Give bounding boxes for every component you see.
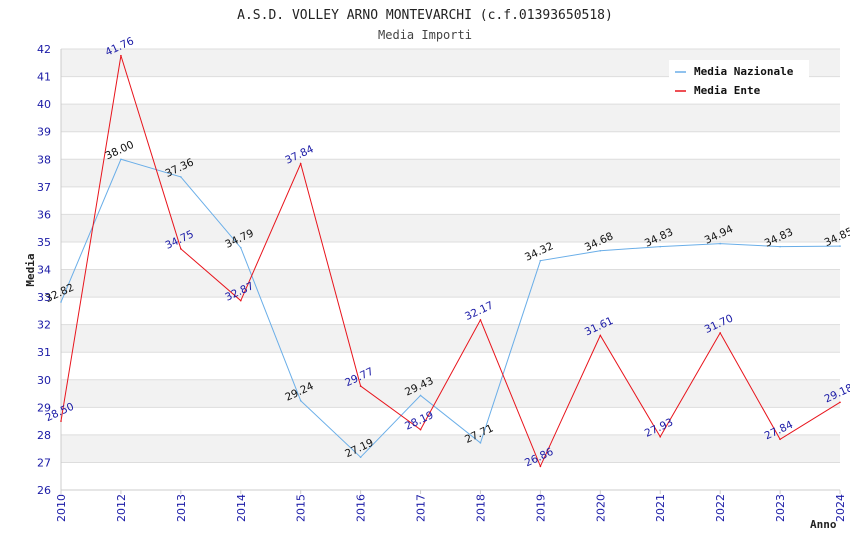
- data-point-media-nazionale: [239, 246, 242, 249]
- y-tick-label: 26: [37, 484, 51, 497]
- data-point-media-ente: [120, 54, 122, 57]
- data-point-media-ente: [359, 385, 362, 387]
- y-tick-label: 32: [37, 319, 51, 332]
- band: [61, 269, 840, 298]
- data-point-media-ente: [419, 428, 422, 431]
- x-tick-label: 2022: [714, 494, 727, 522]
- band: [61, 434, 840, 463]
- data-point-media-ente: [299, 162, 302, 165]
- data-point-media-ente: [659, 436, 662, 438]
- data-point-media-nazionale: [839, 245, 841, 247]
- data-point-media-ente: [239, 299, 242, 302]
- data-point-media-ente: [719, 332, 721, 334]
- x-tick-label: 2016: [355, 494, 368, 522]
- data-point-media-nazionale: [719, 242, 721, 245]
- y-tick-label: 40: [37, 98, 51, 111]
- y-axis-label: Media: [24, 253, 37, 286]
- data-label-media-nazionale: 32.82: [44, 282, 76, 306]
- x-tick-label: 2012: [115, 494, 128, 522]
- data-point-media-ente: [180, 248, 182, 250]
- background-bands: [61, 49, 840, 463]
- data-point-media-ente: [539, 465, 542, 468]
- y-tick-label: 31: [37, 346, 51, 359]
- data-point-media-nazionale: [779, 245, 781, 248]
- y-tick-label: 39: [37, 126, 51, 139]
- x-tick-label: 2020: [594, 494, 607, 522]
- y-tick-label: 42: [37, 43, 51, 56]
- axes: [60, 49, 840, 491]
- data-point-media-nazionale: [539, 259, 542, 262]
- x-tick-label: 2017: [415, 494, 428, 522]
- x-axis-ticks: 2010 2012 2013 2014 2015 2016 2017 2018 2019 2020…: [55, 490, 847, 522]
- data-point-media-nazionale: [419, 394, 422, 397]
- y-tick-label: 28: [37, 429, 51, 442]
- y-tick-label: 41: [37, 71, 51, 84]
- data-point-media-ente: [599, 334, 602, 337]
- x-tick-label: 2021: [654, 494, 667, 522]
- y-tick-label: 33: [37, 291, 51, 304]
- band: [61, 379, 840, 408]
- data-point-media-ente: [839, 401, 841, 404]
- band: [61, 159, 840, 187]
- data-point-media-nazionale: [60, 301, 62, 303]
- x-tick-label: 2013: [175, 494, 188, 522]
- data-point-media-nazionale: [599, 249, 602, 252]
- x-tick-label: 2014: [235, 494, 248, 522]
- chart-title: A.S.D. VOLLEY ARNO MONTEVARCHI (c.f.0139…: [237, 8, 613, 23]
- y-tick-label: 37: [37, 181, 51, 194]
- series-line-media-ente: [60, 55, 841, 468]
- data-point-media-nazionale: [120, 158, 122, 161]
- data-point-media-nazionale: [659, 245, 662, 248]
- x-tick-label: 2010: [55, 494, 68, 522]
- y-axis-ticks: 26 27 28 29 30 31 32 33 34 35 36 37 38 39 40 41 42: [37, 43, 51, 497]
- chart-subtitle: Media Importi: [378, 28, 472, 42]
- x-tick-label: 2019: [534, 494, 547, 522]
- legend-box: [669, 60, 809, 102]
- data-point-media-nazionale: [299, 399, 302, 402]
- y-tick-label: 35: [37, 236, 51, 249]
- data-point-media-ente: [479, 319, 482, 321]
- y-tick-label: 34: [37, 264, 51, 277]
- x-tick-label: 2024: [834, 494, 847, 522]
- data-point-media-nazionale: [180, 176, 182, 178]
- x-tick-label: 2018: [474, 494, 487, 522]
- x-axis-label: Anno: [810, 518, 837, 531]
- legend-label-media-ente: Media Ente: [694, 84, 761, 97]
- data-point-media-ente: [60, 420, 62, 422]
- x-tick-label: 2015: [295, 494, 308, 522]
- data-point-media-nazionale: [359, 456, 362, 459]
- band: [61, 104, 840, 132]
- y-tick-label: 30: [37, 374, 51, 387]
- legend-label-media-nazionale: Media Nazionale: [694, 65, 794, 78]
- series-lines: [60, 54, 841, 468]
- legend: Media Nazionale Media Ente: [669, 60, 809, 102]
- y-tick-label: 36: [37, 208, 51, 221]
- band: [61, 324, 840, 353]
- data-point-media-nazionale: [479, 442, 482, 444]
- x-tick-label: 2023: [774, 494, 787, 522]
- data-label-media-ente: 32.17: [463, 299, 495, 323]
- data-point-media-ente: [779, 438, 781, 441]
- y-tick-label: 29: [37, 401, 51, 414]
- y-tick-label: 38: [37, 153, 51, 166]
- data-label-media-nazionale: 34.32: [523, 240, 555, 264]
- y-tick-label: 27: [37, 456, 51, 469]
- series-line-media-nazionale: [60, 158, 841, 458]
- band: [61, 214, 840, 242]
